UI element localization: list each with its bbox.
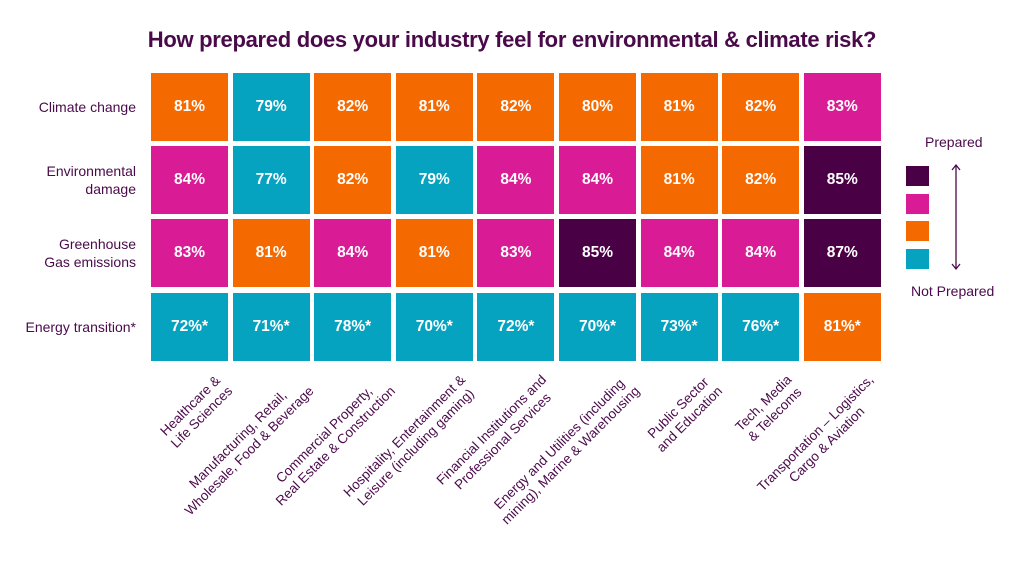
legend-swatch — [906, 248, 929, 269]
heatmap-cell: 70%* — [559, 292, 636, 361]
heatmap-cell: 84% — [314, 219, 392, 288]
row-label: Environmental damage — [46, 163, 137, 198]
cell-value-label: 84% — [337, 244, 369, 262]
heatmap-cell: 82% — [722, 73, 800, 141]
cell-value-label: 71%* — [252, 317, 290, 335]
cell-value-label: 83% — [173, 244, 206, 262]
cell-value-label: 81% — [173, 98, 206, 115]
heatmap-cell: 81% — [640, 73, 718, 141]
heatmap-cell: 82% — [722, 146, 800, 215]
cell-value-label: 83% — [826, 98, 858, 115]
heatmap-cell: 81% — [395, 219, 473, 288]
heatmap-cell: 82% — [314, 73, 392, 141]
cell-value-label: 84% — [745, 244, 777, 262]
heatmap-cell: 82% — [477, 73, 555, 141]
cell-value-label: 79% — [255, 98, 287, 115]
cell-value-label: 82% — [500, 98, 532, 115]
heatmap-cell: 81% — [640, 146, 718, 215]
heatmap-cell: 79% — [395, 146, 473, 215]
heatmap-cell: 85% — [803, 146, 881, 215]
heatmap-cell: 71%* — [232, 292, 310, 361]
legend-swatch — [906, 166, 929, 186]
legend-bottom-label: Not Prepared — [911, 283, 995, 299]
cell-value-label: 83% — [500, 244, 532, 262]
heatmap-cell: 87% — [803, 219, 881, 288]
heatmap-cell: 84% — [722, 219, 800, 288]
column-label: Public Sector and Education — [644, 374, 725, 455]
cell-value-label: 81% — [418, 98, 450, 115]
cell-value-label: 82% — [337, 171, 369, 189]
cell-value-label: 72%* — [170, 317, 209, 335]
heatmap-cell: 81% — [232, 219, 310, 288]
heatmap-cell: 84% — [640, 219, 718, 288]
cell-value-label: 70%* — [415, 317, 453, 335]
row-label: Greenhouse Gas emissions — [44, 236, 136, 271]
heatmap-cell: 81% — [395, 73, 473, 141]
cell-value-label: 84% — [663, 244, 695, 262]
cell-value-label: 77% — [255, 171, 287, 189]
cell-value-label: 84% — [173, 171, 206, 189]
cell-value-label: 81% — [663, 171, 695, 189]
heatmap-cell: 80% — [559, 73, 636, 141]
cell-value-label: 87% — [826, 244, 858, 262]
cell-value-label: 70%* — [578, 317, 617, 335]
cell-value-label: 76%* — [742, 317, 780, 335]
cell-value-label: 85% — [826, 171, 858, 189]
heatmap-cell: 73%* — [640, 292, 718, 361]
legend-swatch — [906, 193, 929, 214]
heatmap-cell: 83% — [803, 73, 881, 141]
heatmap-cell: 81%* — [803, 292, 881, 361]
heatmap-cell: 76%* — [722, 292, 800, 361]
heatmap-cell: 84% — [477, 146, 555, 215]
heatmap-cell: 83% — [151, 219, 228, 288]
cell-value-label: 81% — [663, 98, 695, 115]
column-label: Healthcare & Life Sciences — [157, 372, 236, 451]
cell-value-label: 82% — [745, 171, 777, 189]
cell-value-label: 72%* — [497, 317, 535, 335]
cell-value-label: 84% — [500, 171, 532, 189]
heatmap-cell: 84% — [559, 146, 636, 215]
cell-value-label: 80% — [581, 98, 614, 115]
heatmap-cell: 85% — [559, 219, 636, 288]
cell-value-label: 85% — [581, 244, 614, 262]
chart-title: How prepared does your industry feel for… — [147, 27, 877, 52]
cell-value-label: 82% — [745, 98, 777, 115]
legend-swatch — [906, 221, 929, 241]
cell-value-label: 81%* — [823, 317, 861, 335]
heatmap-cell: 77% — [232, 146, 310, 215]
heatmap-cell: 79% — [232, 73, 310, 141]
heatmap-cell: 82% — [314, 146, 392, 215]
heatmap-cell: 78%* — [314, 292, 392, 361]
heatmap-cell: 70%* — [395, 292, 473, 361]
column-label: Energy and Utilities (including mining), … — [491, 375, 643, 528]
column-label: Tech, Media & Telecoms — [732, 372, 805, 445]
cell-value-label: 81% — [418, 244, 450, 262]
double-arrow-icon — [951, 163, 961, 271]
heatmap-cell: 83% — [477, 219, 555, 288]
row-label: Energy transition* — [25, 318, 136, 335]
cell-value-label: 73%* — [660, 317, 698, 335]
legend-top-label: Prepared — [925, 134, 983, 150]
cell-value-label: 78%* — [334, 317, 372, 335]
cell-value-label: 84% — [581, 171, 614, 189]
heatmap-cell: 72%* — [151, 292, 228, 361]
heatmap-cell: 81% — [151, 73, 228, 141]
cell-value-label: 82% — [337, 98, 369, 115]
cell-value-label: 81% — [255, 244, 287, 262]
row-label: Climate change — [38, 99, 136, 115]
heatmap-cell: 84% — [151, 146, 228, 215]
cell-value-label: 79% — [418, 171, 450, 189]
heatmap-cell: 72%* — [477, 292, 555, 361]
